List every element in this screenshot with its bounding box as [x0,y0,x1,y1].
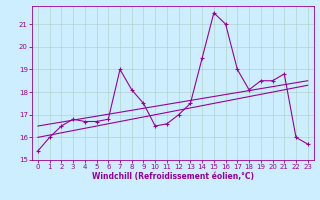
X-axis label: Windchill (Refroidissement éolien,°C): Windchill (Refroidissement éolien,°C) [92,172,254,181]
